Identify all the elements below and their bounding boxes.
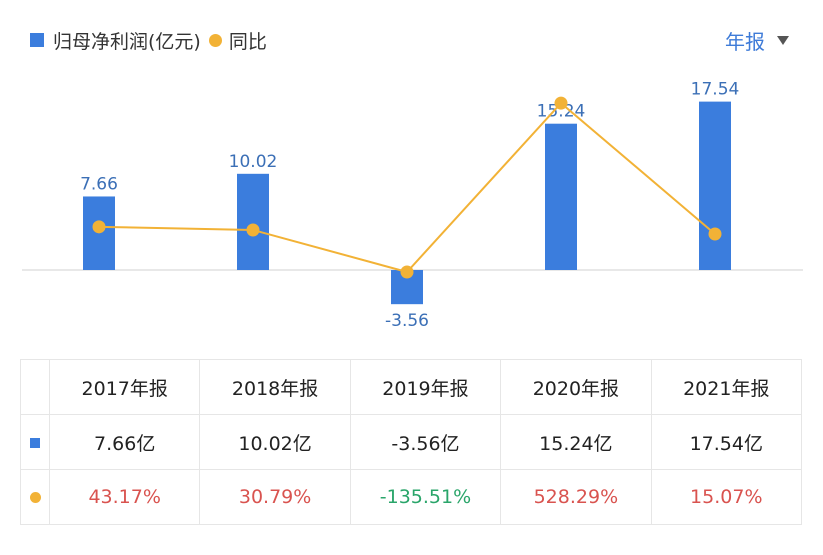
line-series-icon bbox=[29, 492, 41, 503]
bar-legend-label: 归母净利润(亿元) bbox=[53, 30, 201, 53]
table-header-row: 2017年报 2018年报 2019年报 2020年报 2021年报 bbox=[20, 359, 803, 415]
bar-series-icon bbox=[30, 438, 40, 448]
bar-2018年报 bbox=[237, 173, 269, 270]
yoy-row-marker-cell bbox=[20, 469, 50, 525]
line-legend-label: 同比 bbox=[228, 30, 267, 53]
yoy-point-2019年报 bbox=[400, 265, 414, 279]
line-legend-marker bbox=[208, 33, 222, 47]
table-cell: 10.02亿 bbox=[199, 414, 351, 470]
caret-down-icon bbox=[777, 35, 789, 45]
table-cell: 7.66亿 bbox=[48, 414, 201, 470]
table-cell: 528.29% bbox=[500, 469, 652, 525]
bar-2020年报 bbox=[545, 123, 577, 270]
table-cell: 17.54亿 bbox=[650, 414, 803, 470]
bar-value-label: 7.66 bbox=[80, 174, 118, 194]
profit-row-marker-cell bbox=[20, 414, 50, 470]
table-cell: -135.51% bbox=[349, 469, 502, 525]
yoy-point-2020年报 bbox=[554, 96, 568, 110]
table-cell: 43.17% bbox=[48, 469, 201, 525]
period-dropdown-label: 年报 bbox=[725, 29, 765, 54]
bar-legend-marker bbox=[30, 33, 44, 47]
yoy-point-2021年报 bbox=[708, 227, 722, 241]
yoy-point-2017年报 bbox=[92, 220, 106, 234]
table-cell: 15.07% bbox=[650, 469, 803, 525]
table-header-cell: 2020年报 bbox=[500, 359, 652, 415]
bar-value-label: 10.02 bbox=[229, 152, 278, 172]
table-cell: -3.56亿 bbox=[349, 414, 502, 470]
bar-value-label: -3.56 bbox=[385, 311, 429, 331]
table-row-profit: 7.66亿 10.02亿 -3.56亿 15.24亿 17.54亿 bbox=[20, 414, 803, 470]
bar-value-label: 17.54 bbox=[691, 80, 740, 100]
data-table: 2017年报 2018年报 2019年报 2020年报 2021年报 7.66亿… bbox=[20, 359, 803, 525]
table-row-yoy: 43.17% 30.79% -135.51% 528.29% 15.07% bbox=[20, 469, 803, 525]
period-dropdown[interactable]: 年报 bbox=[725, 24, 789, 56]
bar-2021年报 bbox=[699, 101, 731, 270]
table-header-cell: 2018年报 bbox=[199, 359, 351, 415]
table-cell: 15.24亿 bbox=[500, 414, 652, 470]
table-corner-cell bbox=[20, 359, 50, 415]
yoy-line bbox=[98, 101, 716, 274]
table-header-cell: 2019年报 bbox=[349, 359, 502, 415]
yoy-point-2018年报 bbox=[246, 223, 260, 237]
chart-legend: 归母净利润(亿元) 同比 bbox=[30, 24, 267, 56]
table-cell: 30.79% bbox=[199, 469, 351, 525]
table-header-cell: 2021年报 bbox=[650, 359, 803, 415]
table-header-cell: 2017年报 bbox=[48, 359, 201, 415]
